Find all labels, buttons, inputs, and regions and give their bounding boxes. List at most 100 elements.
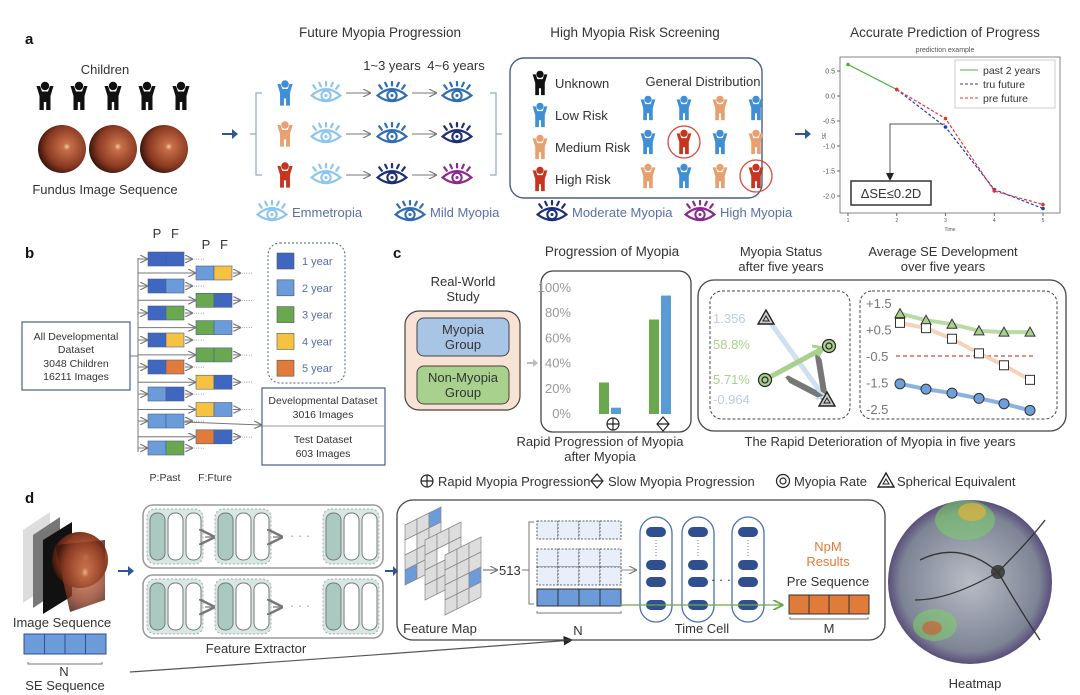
person-icon: [640, 163, 656, 189]
panel-b-label: b: [25, 245, 34, 262]
arrow-icon: [118, 566, 134, 576]
m-brace: [789, 617, 869, 620]
data-point: [992, 189, 997, 193]
bar: [599, 382, 609, 414]
matrix-cell: [578, 520, 601, 540]
matrix-brace: [522, 521, 534, 605]
series-line: [896, 89, 1044, 210]
layer-cell: [149, 512, 166, 561]
n-label: N: [573, 623, 582, 638]
person-icon: [277, 80, 293, 106]
matrix-cell: [578, 588, 601, 607]
circle-marker: [973, 392, 985, 404]
risk-label: Low Risk: [555, 108, 608, 123]
right-pair-past-cell: [195, 429, 215, 445]
chart-title: prediction example: [916, 47, 975, 54]
fundus-images: [38, 125, 188, 173]
se-cell: [44, 633, 66, 655]
future-label: F:Fture: [198, 472, 232, 484]
y-tick-label: -0.5: [823, 119, 835, 126]
hidden-unit: [688, 527, 708, 537]
eye-icon: [536, 200, 568, 222]
years-1-label: 1~3 years: [363, 58, 421, 73]
person-icon: [532, 102, 548, 128]
feature-extractor-label: Feature Extractor: [206, 641, 307, 656]
distribution-title: General Distribution: [646, 74, 761, 89]
se-input-arrow: [129, 635, 574, 673]
arrow-icon: [795, 129, 811, 139]
square-marker: [999, 360, 1009, 371]
y-tick-label: -2.0: [823, 194, 835, 201]
ellipsis: ·····: [241, 352, 253, 359]
ellipsis: · · ·: [290, 528, 310, 543]
y-axis-label: SE: [822, 132, 828, 139]
rate-start-value: 5.71%: [713, 372, 750, 387]
x-tick-label: 1: [847, 218, 850, 224]
person-icon: [70, 81, 88, 110]
symbol-legend-label: Slow Myopia Progression: [608, 474, 755, 489]
data-point: [846, 62, 850, 67]
matrix-cell: [536, 520, 559, 540]
ellipsis: ·····: [241, 297, 253, 304]
bar: [649, 319, 659, 414]
ellipsis: ·····: [193, 310, 205, 317]
person-icon: [712, 129, 728, 155]
split-pairs: ····· ····· ····· ····· ····· ····· ····· ·····…: [130, 251, 261, 456]
dim-label: 513: [499, 563, 521, 578]
myopia-group: [416, 317, 510, 357]
eye-icon: [376, 81, 408, 103]
eye-icon: [256, 200, 288, 222]
circle-marker: [1024, 404, 1036, 416]
left-pair-past-cell: [147, 440, 167, 456]
left-pair-future-cell: [165, 251, 185, 267]
circle-marker: [920, 383, 932, 395]
circle-plus-icon: [421, 475, 433, 487]
person-icon: [104, 81, 122, 110]
arrow-icon: [527, 359, 538, 367]
dev-dataset-count: 3016 Images: [293, 409, 354, 421]
se-chart-title: Average SE Development: [868, 244, 1018, 259]
person-icon: [748, 95, 764, 121]
left-pair-future-cell: [165, 386, 185, 402]
data-point: [1041, 202, 1045, 207]
symbol-legend: Rapid Myopia Progression Slow Myopia Prog…: [420, 471, 1016, 489]
person-icon: [138, 81, 156, 110]
double-triangle-icon: [817, 390, 837, 407]
layer-cell: [149, 582, 166, 631]
matrix-cell: [557, 566, 580, 586]
n-brace: [536, 611, 622, 614]
person-icon: [640, 95, 656, 121]
se-start-value: 1.356: [713, 311, 746, 326]
hidden-unit: [738, 560, 758, 570]
year-legend-box: [267, 242, 346, 384]
ellipsis: ·····: [193, 391, 205, 398]
year-label: 5 year: [302, 363, 333, 375]
all-dataset-box: [21, 321, 131, 391]
bar-chart-box: [540, 270, 692, 433]
layer-cell: [253, 582, 270, 631]
layer-cell: [185, 582, 202, 631]
distribution-grid: [640, 95, 773, 193]
x-tick-label: 3: [944, 218, 947, 224]
person-icon: [532, 166, 548, 192]
data-point: [943, 125, 948, 129]
matrix-cell: [599, 566, 622, 586]
screening-title: High Myopia Risk Screening: [550, 25, 720, 40]
square-marker: [947, 333, 957, 344]
eye-icon: [310, 163, 342, 185]
person-icon: [676, 163, 692, 189]
dev-dataset-label: Developmental Dataset: [268, 395, 377, 407]
legend-label: tru future: [983, 79, 1025, 91]
right-pair-past-cell: [195, 402, 215, 417]
se-dashed-box: [859, 290, 1058, 420]
circle-marker: [946, 387, 958, 399]
hidden-unit: [738, 577, 758, 587]
m-label: M: [824, 621, 835, 636]
f-label: F: [220, 237, 228, 252]
year-swatch: [276, 333, 295, 350]
layer-cell: [343, 582, 360, 631]
highlight-circle: [739, 159, 773, 193]
matrix-cell: [536, 548, 559, 568]
layer-cell: [217, 512, 234, 561]
